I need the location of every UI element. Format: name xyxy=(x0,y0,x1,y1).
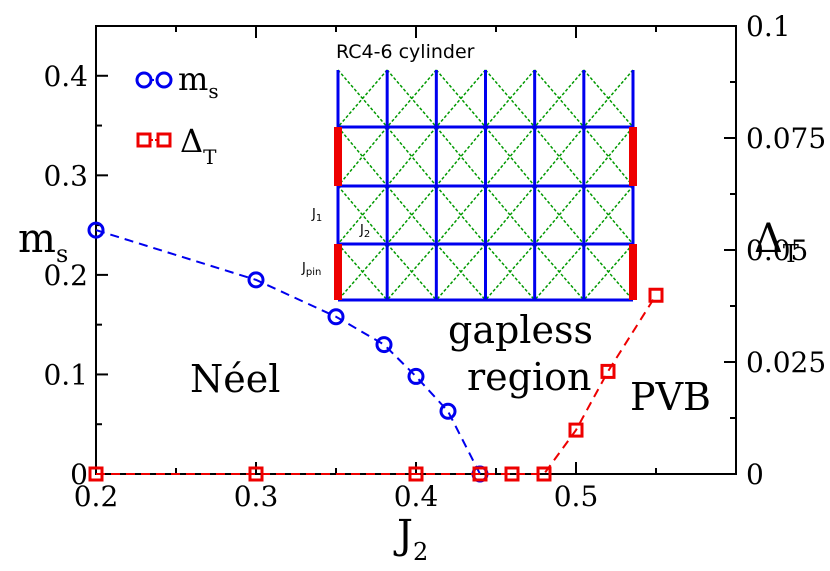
ms-data-point xyxy=(407,367,425,385)
y-left-tick-label: 0.1 xyxy=(43,358,88,391)
legend: ms ΔT xyxy=(135,60,219,169)
deltat-data-point xyxy=(504,466,520,482)
j2-bond xyxy=(337,126,388,187)
j2-bond xyxy=(484,185,536,245)
series-layer xyxy=(87,221,664,483)
j2-bond xyxy=(435,185,487,245)
j2-bond xyxy=(435,243,487,301)
y-left-tick-label: 0.4 xyxy=(43,60,88,93)
inset-jpin-label: Jpin xyxy=(301,261,321,278)
j2-bond xyxy=(534,69,585,128)
j2-bond xyxy=(484,185,536,245)
y-right-tick-label: 0.025 xyxy=(746,346,826,379)
x-tick-label: 0.5 xyxy=(554,480,599,513)
series-line-1 xyxy=(96,294,657,475)
neel-region-label: Néel xyxy=(190,357,280,401)
ms-data-point xyxy=(87,221,105,239)
j2-bond xyxy=(435,69,487,128)
deltat-data-point xyxy=(408,466,424,482)
x-tick-label: 0.4 xyxy=(394,480,439,513)
j2-bond xyxy=(583,69,634,128)
j2-bond xyxy=(583,185,634,245)
inset-j1-label: J1 xyxy=(311,207,322,224)
y-right-axis-label: ΔT xyxy=(754,216,799,268)
j2-bond xyxy=(534,243,585,301)
j2-bond xyxy=(484,126,536,187)
j2-bond xyxy=(583,185,634,245)
j2-bond xyxy=(484,243,536,301)
y-left-tick-label: 0.3 xyxy=(43,159,88,192)
j2-bond xyxy=(386,243,437,301)
y-left-tick-label: 0 xyxy=(70,458,88,491)
j2-bond xyxy=(337,185,388,245)
legend-ms-label: ms xyxy=(178,60,219,103)
y-right-tick-label: 0.075 xyxy=(746,122,826,155)
ms-data-point xyxy=(439,402,457,420)
y-left-axis-label: ms xyxy=(18,216,68,268)
j2-bond xyxy=(583,126,634,187)
ms-data-point xyxy=(375,336,393,354)
legend-deltat-marker-2 xyxy=(156,132,172,148)
deltat-data-point xyxy=(568,422,584,438)
j2-bond xyxy=(386,69,437,128)
deltat-data-point xyxy=(536,466,552,482)
j2-bond xyxy=(337,185,388,245)
j2-bond xyxy=(386,126,437,187)
j2-bond xyxy=(583,126,634,187)
pvb-region-label: PVB xyxy=(630,375,711,419)
deltat-data-point xyxy=(648,287,664,303)
gapless-label-line2: region xyxy=(467,355,591,399)
y-left-tick-label: 0.2 xyxy=(43,259,88,292)
j2-bond xyxy=(337,69,388,128)
x-tick-label: 0.3 xyxy=(234,480,279,513)
j2-bond xyxy=(534,185,585,245)
deltat-data-point xyxy=(248,466,264,482)
inset-j2-label: J2 xyxy=(359,223,370,240)
j2-bond xyxy=(534,185,585,245)
j2-bond xyxy=(337,126,388,187)
pin-field-left xyxy=(334,244,342,300)
pin-field-left xyxy=(334,127,342,186)
lattice-inset xyxy=(334,69,637,302)
inset-title: RC4-6 cylinder xyxy=(336,41,475,63)
j2-bond xyxy=(386,185,437,245)
legend-deltat-label: ΔT xyxy=(180,122,217,169)
series-line-0 xyxy=(95,229,481,475)
y-right-tick-label: 0 xyxy=(746,458,764,491)
legend-deltat-marker-1 xyxy=(136,132,152,148)
x-tick-label: 0.2 xyxy=(74,480,119,513)
gapless-label-line1: gapless xyxy=(448,308,593,352)
j2-bond xyxy=(583,243,634,301)
deltat-data-point xyxy=(88,466,104,482)
legend-ms-marker-2 xyxy=(155,71,173,89)
y-right-tick-label: 0.1 xyxy=(746,10,791,43)
ms-data-point xyxy=(327,308,345,326)
ticks-layer: 0.2 0.3 0.4 0.5 0 0.1 0.2 0.3 0.4 0 0.025 0.05 0.075… xyxy=(43,10,826,513)
j2-bond xyxy=(435,126,487,187)
legend-ms-marker-1 xyxy=(135,71,153,89)
j2-bond xyxy=(484,69,536,128)
j2-bond xyxy=(386,185,437,245)
pin-field-right xyxy=(629,127,637,186)
j2-bond xyxy=(386,126,437,187)
deltat-data-point xyxy=(600,363,616,379)
j2-bond xyxy=(337,243,388,301)
x-axis-label: J2 xyxy=(393,512,428,566)
deltat-data-point xyxy=(472,466,488,482)
pin-field-right xyxy=(629,244,637,300)
j2-bond xyxy=(484,126,536,187)
j2-bond xyxy=(534,126,585,187)
ms-data-point xyxy=(247,271,265,289)
j2-bond xyxy=(435,126,487,187)
y-right-tick-label: 0.05 xyxy=(746,234,808,267)
j2-bond xyxy=(534,126,585,187)
j2-bond xyxy=(435,185,487,245)
